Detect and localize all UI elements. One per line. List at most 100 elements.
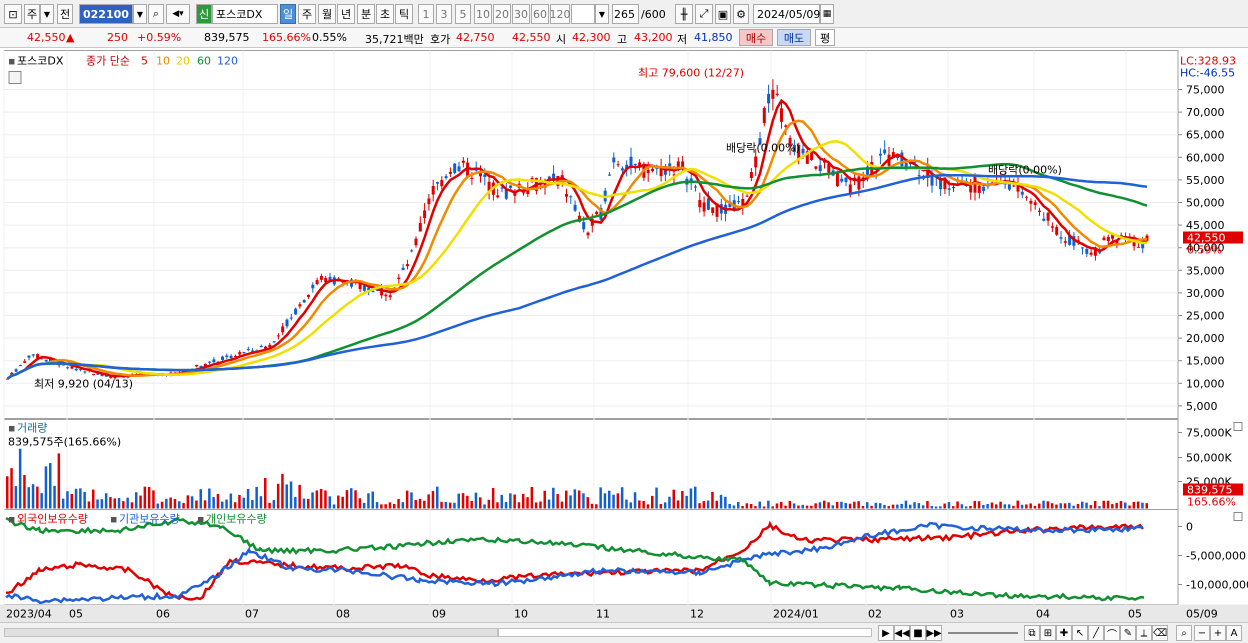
calendar-icon[interactable]: ▦ [820, 4, 834, 24]
stop-icon[interactable]: ■ [910, 625, 926, 641]
candle-body [595, 211, 599, 215]
volume-tag [1183, 483, 1243, 496]
interval-60[interactable]: 60 [531, 4, 549, 24]
candle-body [952, 187, 955, 189]
grid-toggle-icon[interactable] [8, 71, 22, 84]
erase-tool-icon[interactable]: ⌫ [1152, 625, 1168, 641]
period-second[interactable]: 초 [376, 4, 394, 24]
candle-body [405, 264, 409, 267]
volume-bar [255, 486, 258, 509]
interval-30[interactable]: 30 [512, 4, 530, 24]
copy-icon[interactable]: ⧉ [1024, 625, 1040, 641]
candle-body [1007, 180, 1011, 190]
scroll-thumb[interactable] [498, 628, 872, 637]
speaker-icon[interactable]: ◀▾ [166, 4, 190, 24]
candle-body [500, 187, 504, 189]
individual-holding-line [5, 516, 1145, 602]
interval-20[interactable]: 20 [493, 4, 511, 24]
count-input[interactable]: 265 [612, 4, 639, 24]
volume-bar [337, 495, 340, 509]
stock-code-input[interactable]: 022100 [79, 4, 133, 24]
candle-body [715, 203, 719, 217]
scroll-right-icon[interactable]: ▶ [878, 625, 894, 641]
volume-bar [113, 498, 116, 509]
measure-tool-icon[interactable]: ⟂ [1136, 625, 1152, 641]
fast-forward-icon[interactable]: ▶▶ [926, 625, 942, 641]
arc-tool-icon[interactable]: ⌒ [1104, 625, 1120, 641]
candle-body [629, 156, 633, 167]
volume-bar [440, 501, 443, 509]
period-day[interactable]: 일 [280, 4, 296, 24]
x-axis-label: 05 [1128, 608, 1142, 621]
chevron-down-icon[interactable]: ▼ [40, 4, 54, 24]
zoom-out-icon[interactable]: − [1194, 625, 1210, 641]
type-select[interactable]: 전 [57, 4, 73, 24]
volume-bar [702, 501, 706, 509]
period-tick[interactable]: 틱 [395, 4, 413, 24]
candle-body [358, 282, 362, 290]
interval-dropdown-icon[interactable]: ▼ [595, 4, 609, 24]
price-axis-label: 55,000 [1186, 174, 1225, 187]
period-year[interactable]: 년 [337, 4, 355, 24]
period-week[interactable]: 주 [298, 4, 316, 24]
line-tool-icon[interactable]: ╱ [1088, 625, 1104, 641]
period-month[interactable]: 월 [318, 4, 336, 24]
interval-1[interactable]: 1 [418, 4, 434, 24]
volume-bar [289, 481, 293, 509]
sell-button[interactable]: 매도 [777, 29, 811, 46]
volume-bar [6, 476, 9, 509]
volume-axis-label: 75,000K [1186, 427, 1232, 440]
gear-icon[interactable]: ⚙ [733, 4, 749, 24]
volume-bar [66, 491, 69, 509]
scroll-track[interactable] [4, 628, 498, 637]
volume-bar [866, 502, 869, 509]
rewind-icon[interactable]: ◀◀ [894, 625, 910, 641]
interval-10[interactable]: 10 [474, 4, 492, 24]
interval-3[interactable]: 3 [436, 4, 452, 24]
volume-pane [3, 419, 1179, 510]
font-size-icon[interactable]: A [1226, 625, 1242, 641]
volume-bar [393, 503, 396, 509]
candle-body [1016, 183, 1020, 192]
volume-bar [186, 495, 190, 509]
volume-bar [122, 501, 125, 509]
interval-input[interactable] [571, 4, 595, 24]
code-dropdown-icon[interactable]: ▼ [133, 4, 147, 24]
volume-bar [1128, 505, 1131, 509]
date-input[interactable]: 2024/05/09 [753, 4, 820, 24]
candle-body [362, 285, 366, 291]
market-select[interactable]: 주 [24, 4, 40, 24]
volume-bar [332, 504, 336, 509]
layout-icon[interactable]: ⊞ [1040, 625, 1056, 641]
candle-body [672, 174, 676, 176]
eval-button[interactable]: 평 [815, 29, 835, 46]
volume-bar [1007, 504, 1011, 509]
search-icon[interactable]: ⌕ [148, 4, 164, 24]
stock-chart[interactable]: 75,00070,00065,00060,00055,00050,00045,0… [0, 49, 1248, 625]
crosshair-icon[interactable]: ✚ [1056, 625, 1072, 641]
zoom-search-icon[interactable]: ⌕ [1176, 625, 1192, 641]
chart-settings-icon[interactable]: ⊡ [4, 4, 22, 24]
zoom-in-icon[interactable]: + [1210, 625, 1226, 641]
volume-bar [964, 506, 968, 509]
price-change: 250 [107, 31, 128, 44]
volume-bar [788, 500, 792, 509]
draw-tool-icon[interactable]: ⤢ [695, 4, 713, 24]
volume-bar [1050, 503, 1054, 509]
volume-bar [479, 497, 482, 509]
stock-name-field[interactable]: 포스코DX [212, 4, 278, 24]
period-minute[interactable]: 분 [357, 4, 375, 24]
trend-tool-icon[interactable]: ↖ [1072, 625, 1088, 641]
legend-ma5: 5 [141, 55, 148, 68]
buy-button[interactable]: 매수 [739, 29, 773, 46]
pen-tool-icon[interactable]: ✎ [1120, 625, 1136, 641]
zoom-slider[interactable] [948, 632, 1018, 634]
candle-icon[interactable]: ╫ [675, 4, 693, 24]
volume-pane-close-icon[interactable] [1233, 422, 1243, 431]
volume-bar [638, 500, 641, 509]
interval-5[interactable]: 5 [455, 4, 471, 24]
interval-120[interactable]: 120 [550, 4, 571, 24]
dividend-annotation-2: 배당락(0.00%) [988, 164, 1062, 177]
holding-pane-close-icon[interactable] [1233, 512, 1243, 521]
save-icon[interactable]: ▣ [715, 4, 731, 24]
